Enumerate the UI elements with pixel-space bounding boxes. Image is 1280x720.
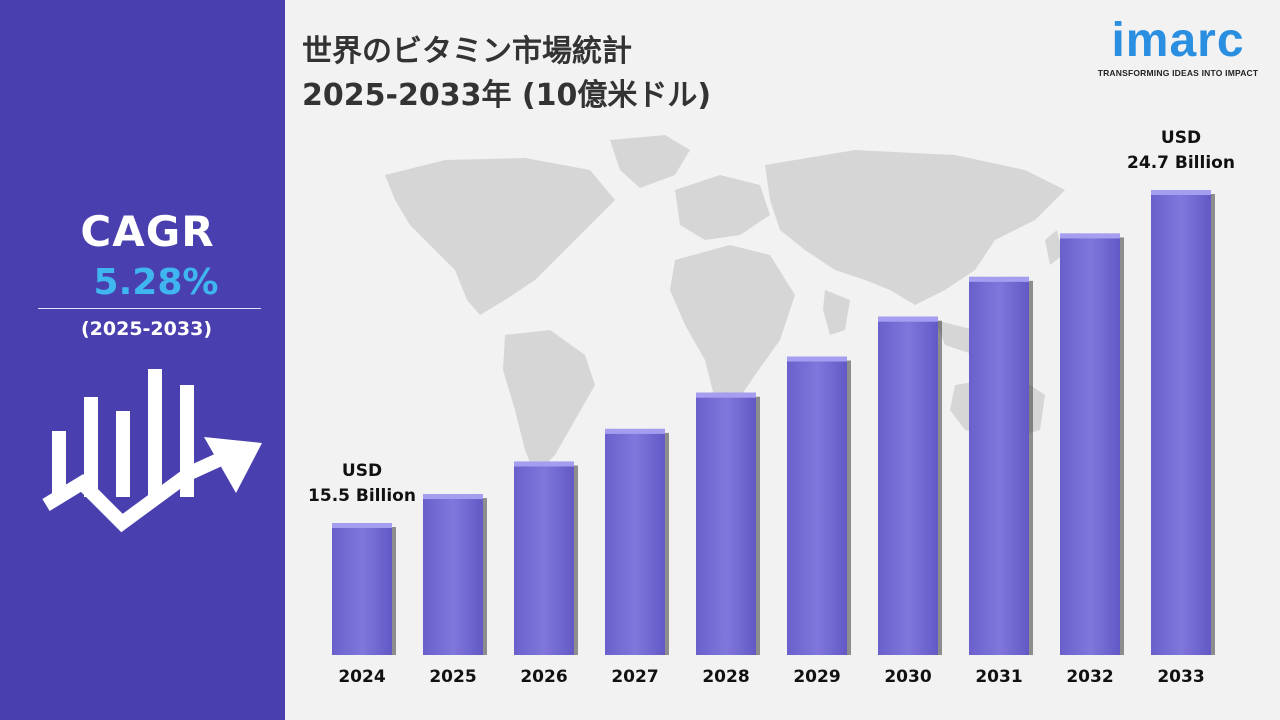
bar-cap-2027 <box>605 428 665 434</box>
x-tick-2033: 2033 <box>1157 667 1204 687</box>
x-tick-2028: 2028 <box>702 667 749 687</box>
bar-2033 <box>1151 190 1211 655</box>
bar-cap-2025 <box>423 494 483 500</box>
bar-cap-2029 <box>787 356 847 362</box>
imarc-logo: imarc TRANSFORMING IDEAS INTO IMPACT <box>1092 14 1264 78</box>
bar-cap-2026 <box>514 461 574 467</box>
bar-2026 <box>514 461 574 655</box>
data-label-2033-line1: USD <box>1161 128 1201 148</box>
chart-title-line2: 2025-2033年 (10億米ドル) <box>302 78 712 113</box>
x-tick-2027: 2027 <box>611 667 658 687</box>
bar-cap-2024 <box>332 523 392 528</box>
x-tick-2024: 2024 <box>338 667 385 687</box>
bar-2029 <box>787 356 847 655</box>
bar-2025 <box>423 494 483 655</box>
x-tick-2032: 2032 <box>1066 667 1113 687</box>
x-tick-2029: 2029 <box>793 667 840 687</box>
bar-cap-2028 <box>696 392 756 398</box>
bar-2027 <box>605 428 665 655</box>
data-label-2024-line2: 15.5 Billion <box>308 486 416 506</box>
bar-2031 <box>969 276 1029 655</box>
bar-cap-2032 <box>1060 233 1120 239</box>
data-label-2033-line2: 24.7 Billion <box>1127 153 1235 173</box>
cagr-label: CAGR <box>80 207 215 256</box>
x-tick-2031: 2031 <box>975 667 1022 687</box>
x-tick-2026: 2026 <box>520 667 567 687</box>
bar-2024 <box>332 523 392 655</box>
cagr-divider <box>38 308 261 309</box>
x-tick-2030: 2030 <box>884 667 931 687</box>
bar-chart: 2024 2025 2026 2027 2028 2029 2030 2031 2032 2033… <box>308 128 1235 687</box>
bar-cap-2031 <box>969 276 1029 282</box>
cagr-value: 5.28% <box>93 262 219 303</box>
bar-2032 <box>1060 233 1120 655</box>
logo-tagline: TRANSFORMING IDEAS INTO IMPACT <box>1097 68 1259 78</box>
x-tick-2025: 2025 <box>429 667 476 687</box>
bar-2028 <box>696 392 756 655</box>
cagr-period: (2025-2033) <box>80 318 212 340</box>
bar-2030 <box>878 316 938 655</box>
chart-title: 世界のビタミン市場統計 2025-2033年 (10億米ドル) <box>302 30 711 118</box>
data-label-2024-line1: USD <box>342 461 382 481</box>
sidebar-panel: CAGR 5.28% (2025-2033) <box>0 0 285 720</box>
chart-title-line1: 世界のビタミン市場統計 <box>302 34 632 69</box>
bar-cap-2033 <box>1151 190 1211 195</box>
growth-chart-icon <box>42 369 262 533</box>
bar-cap-2030 <box>878 316 938 322</box>
world-map-background <box>385 135 1065 475</box>
logo-wordmark: imarc <box>1111 14 1245 67</box>
